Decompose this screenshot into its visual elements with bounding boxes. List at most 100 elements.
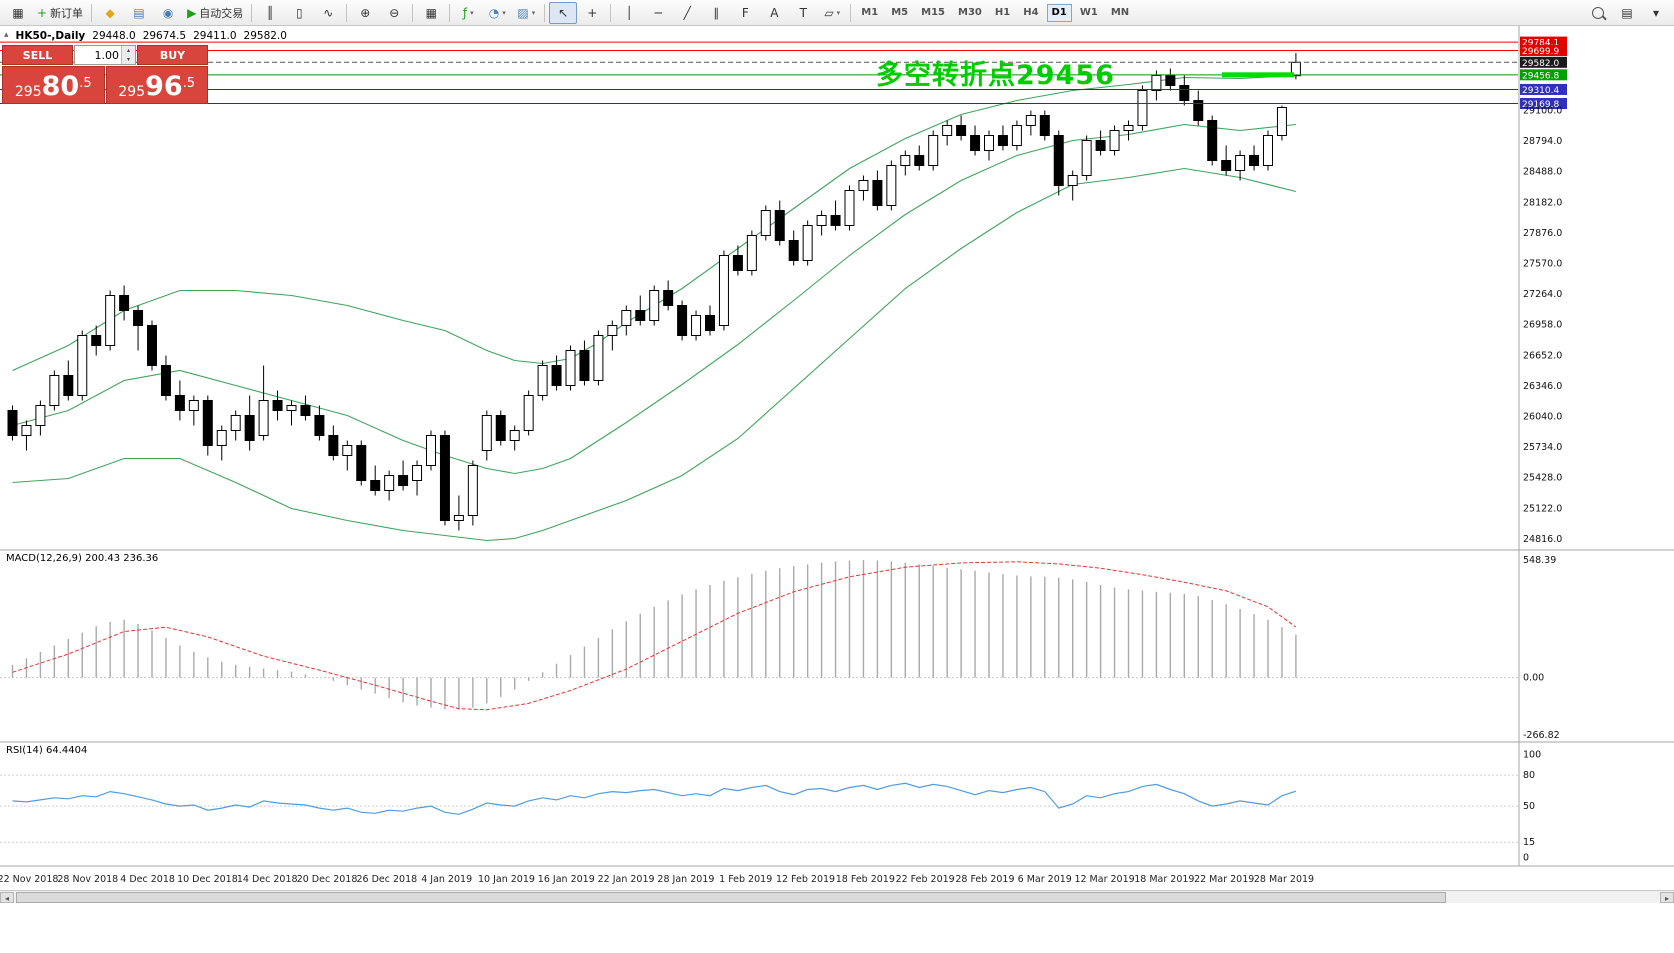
price-axis-label: 26652.0 (1523, 350, 1562, 361)
macd-label: MACD(12,26,9) 200.43 236.36 (6, 553, 159, 564)
layout-button[interactable]: ▤ (1613, 2, 1641, 24)
scroll-left-arrow[interactable]: ◂ (0, 892, 14, 903)
date-axis-label: 28 Nov 2018 (57, 874, 118, 885)
timeframe-d1-button[interactable]: D1 (1046, 3, 1072, 22)
cursor-icon: ↖ (558, 5, 569, 20)
timeframe-w1-button[interactable]: W1 (1079, 6, 1098, 18)
cursor-button[interactable]: ↖ (549, 1, 578, 24)
buy-price-frac: .5 (182, 76, 196, 91)
new-order-icon: + (37, 5, 48, 20)
fibonacci-button[interactable]: F (731, 2, 759, 24)
price-axis-label: 29100.0 (1523, 106, 1562, 117)
timeframe-m1-button[interactable]: M1 (861, 6, 879, 18)
date-axis-label: 12 Feb 2019 (776, 874, 835, 885)
timeframe-m30-button[interactable]: M30 (958, 6, 982, 18)
toolbar: ▦ + 新订单 ◆ ▤ ◉ ▶ 自动交易 ║ ▯ ∿ ⊕ ⊖ ▦ ƒ ▾ ◔ ▾ ▨ ▾ ↖ + │ ─ ╱ ∥ F A T ▱ ▾ M1 M5… (0, 0, 1674, 26)
date-axis-label: 10 Jan 2019 (478, 874, 535, 885)
indicators-button[interactable]: ƒ ▾ (454, 2, 482, 24)
trendline-icon: ╱ (683, 5, 691, 20)
shapes-button[interactable]: ▱ ▾ (818, 2, 846, 24)
bar-chart-icon[interactable]: ║ (256, 2, 284, 24)
vertical-line-button[interactable]: │ (615, 2, 643, 24)
rsi-axis-label: 100 (1523, 749, 1541, 760)
indicators-icon: ƒ (462, 5, 468, 20)
date-axis-label: 14 Dec 2018 (237, 874, 298, 885)
chart-window: 29784.1 29699.9 29582.0 29456.8 29310.4 29169… (0, 26, 1674, 953)
price-axis-label: 26958.0 (1523, 320, 1562, 331)
timeframe-mn-button[interactable]: MN (1110, 6, 1130, 18)
line-chart-icon[interactable]: ∿ (314, 2, 342, 24)
trendline-button[interactable]: ╱ (673, 2, 701, 24)
ohlc-close: 29582.0 (243, 30, 287, 42)
price-level-chip-label: 29456.8 (1522, 71, 1559, 81)
timeframe-h1-button[interactable]: H1 (994, 6, 1011, 18)
date-axis-label: 26 Dec 2018 (357, 874, 418, 885)
fibonacci-icon: F (741, 5, 749, 20)
text-button[interactable]: A (760, 2, 788, 24)
label-button[interactable]: T (789, 2, 817, 24)
timeframe-m15-button[interactable]: M15 (921, 6, 946, 18)
sell-button[interactable]: SELL (2, 45, 73, 65)
zoom-out-icon-icon: ⊖ (389, 5, 400, 20)
price-axis-label: 28794.0 (1523, 136, 1562, 147)
crosshair-icon: + (587, 5, 598, 20)
price-level-chip (1520, 45, 1567, 57)
date-axis-label: 20 Dec 2018 (297, 874, 358, 885)
navigator-icon-icon: ◉ (162, 5, 174, 20)
zoom-in-icon[interactable]: ⊕ (351, 2, 379, 24)
crosshair-button[interactable]: + (578, 2, 606, 24)
zoom-out-icon[interactable]: ⊖ (380, 2, 408, 24)
volume-down-button[interactable]: ▾ (122, 55, 135, 64)
chart-window-icon[interactable]: ▦ (4, 2, 32, 24)
date-axis-label: 16 Jan 2019 (538, 874, 595, 885)
new-order-button[interactable]: + 新订单 (33, 2, 87, 24)
channel-button[interactable]: ∥ (702, 2, 730, 24)
market-watch-icon[interactable]: ◆ (96, 2, 124, 24)
volume-stepper[interactable]: 1.00 ▴ ▾ (74, 45, 136, 65)
price-axis-label: 25734.0 (1523, 442, 1562, 453)
date-axis-label: 12 Mar 2019 (1074, 874, 1134, 885)
autotrade-button[interactable]: ▶ 自动交易 (183, 2, 247, 24)
line-chart-icon-icon: ∿ (323, 5, 334, 20)
horizontal-line-button[interactable]: ─ (644, 2, 672, 24)
shapes-icon: ▱ (824, 5, 834, 20)
horizontal-scrollbar[interactable]: ◂ ▸ (0, 890, 1674, 903)
timeframe-h4-button[interactable]: H4 (1023, 6, 1039, 18)
ohlc-open: 29448.0 (92, 30, 136, 42)
rsi-axis-label: 0 (1523, 853, 1529, 864)
data-window-icon-icon: ▤ (133, 5, 145, 20)
caret-down-icon: ▾ (470, 8, 474, 17)
sell-price-big: 80 (41, 71, 80, 103)
search-button[interactable] (1584, 2, 1612, 24)
menu-button[interactable]: ▾ (1642, 2, 1670, 24)
price-level-chip-label: 29169.8 (1522, 100, 1559, 110)
navigator-icon[interactable]: ◉ (154, 2, 182, 24)
one-click-collapse-icon[interactable]: ▴ (4, 30, 9, 40)
volume-up-button[interactable]: ▴ (122, 46, 135, 55)
scrollbar-thumb[interactable] (16, 892, 1446, 903)
date-axis-label: 4 Jan 2019 (421, 874, 472, 885)
toolbar-separator (251, 3, 253, 22)
candlestick-chart-icon[interactable]: ▯ (285, 2, 313, 24)
timeframe-m5-button[interactable]: M5 (891, 6, 909, 18)
data-window-icon[interactable]: ▤ (125, 2, 153, 24)
price-axis-label: 27570.0 (1523, 259, 1562, 270)
autotrade-button-label: 自动交易 (199, 6, 244, 20)
periods-button[interactable]: ◔ ▾ (483, 2, 511, 24)
tile-windows-icon[interactable]: ▦ (417, 2, 445, 24)
price-axis-label: 25428.0 (1523, 473, 1562, 484)
one-click-panel: SELL 1.00 ▴ ▾ BUY 295 80 .5 295 96 .5 (2, 45, 208, 104)
sell-price[interactable]: 295 80 .5 (2, 66, 105, 104)
buy-price[interactable]: 295 96 .5 (105, 66, 208, 104)
scroll-right-arrow[interactable]: ▸ (1660, 892, 1674, 903)
search-icon (1592, 6, 1604, 19)
candlestick-chart-icon-icon: ▯ (295, 5, 303, 20)
buy-button[interactable]: BUY (137, 45, 208, 65)
ohlc-high: 29674.5 (142, 30, 187, 42)
toolbar-separator (544, 3, 546, 22)
price-level-chip-label: 29582.0 (1522, 59, 1559, 69)
toolbar-separator (346, 3, 348, 22)
templates-button[interactable]: ▨ ▾ (512, 2, 540, 24)
caret-down-icon: ▾ (836, 8, 841, 17)
